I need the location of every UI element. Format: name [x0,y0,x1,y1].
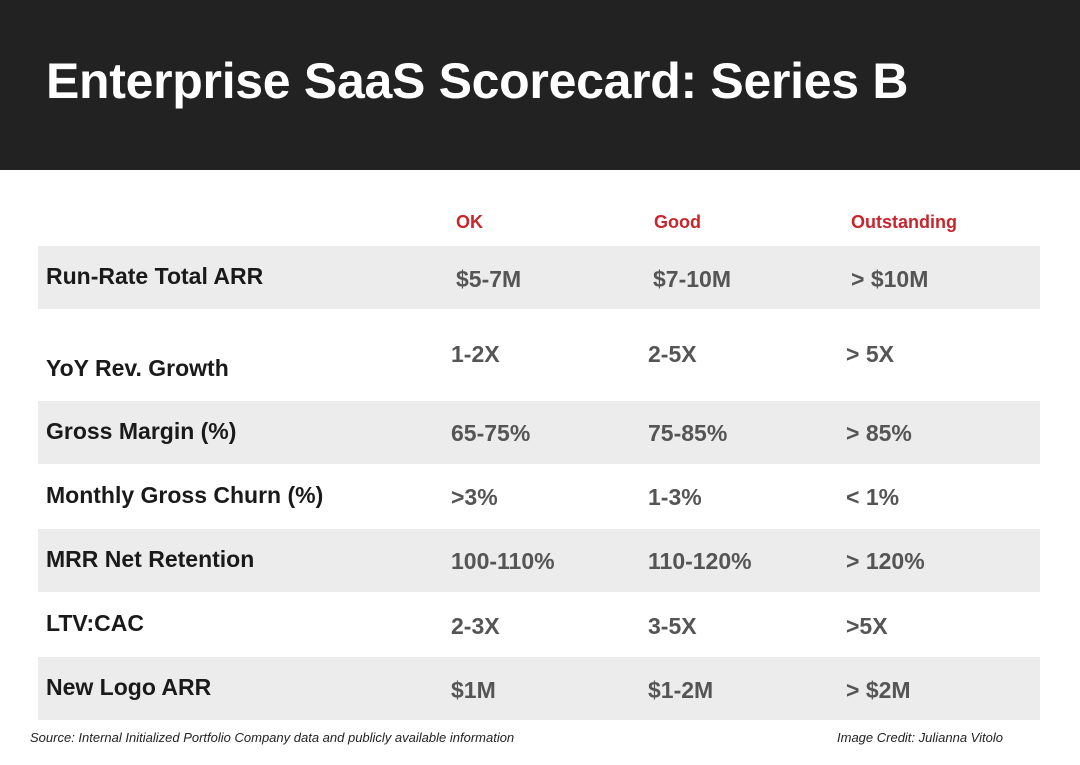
good-value: $1-2M [648,677,714,703]
table-row: YoY Rev. Growth 1-2X 2-5X > 5X [38,322,1040,385]
table-row: MRR Net Retention 100-110% 110-120% > 12… [38,529,1040,592]
outstanding-value: > 85% [846,420,912,446]
table-row: Run-Rate Total ARR $5-7M $7-10M > $10M [38,246,1040,309]
column-header-good: Good [654,212,701,232]
outstanding-value: > $2M [846,677,911,703]
metric-label: Run-Rate Total ARR [46,263,264,289]
ok-value: 100-110% [451,548,555,574]
outstanding-value: > $10M [851,266,929,292]
outstanding-value: >5X [846,613,888,639]
page-title: Enterprise SaaS Scorecard: Series B [46,53,909,109]
table-row: New Logo ARR $1M $1-2M > $2M [38,657,1040,720]
good-value: 3-5X [648,613,697,639]
metric-label: New Logo ARR [46,674,212,700]
good-value: 75-85% [648,420,728,446]
ok-value: 1-2X [451,341,500,367]
outstanding-value: > 5X [846,341,894,367]
good-value: $7-10M [653,266,731,292]
table-row: Monthly Gross Churn (%) >3% 1-3% < 1% [38,465,1040,528]
column-header-ok: OK [456,212,483,232]
source-note: Source: Internal Initialized Portfolio C… [30,730,515,745]
image-credit: Image Credit: Julianna Vitolo [837,730,1003,745]
metric-label: MRR Net Retention [46,546,255,572]
metric-label: Monthly Gross Churn (%) [46,482,324,508]
ok-value: 65-75% [451,420,531,446]
metric-label: Gross Margin (%) [46,418,237,444]
metric-label: LTV:CAC [46,610,144,636]
ok-value: >3% [451,484,498,510]
outstanding-value: > 120% [846,548,925,574]
column-header-outstanding: Outstanding [851,212,957,232]
ok-value: $1M [451,677,496,703]
table-row: LTV:CAC 2-3X 3-5X >5X [38,593,1040,656]
ok-value: $5-7M [456,266,522,292]
good-value: 110-120% [648,548,752,574]
ok-value: 2-3X [451,613,500,639]
good-value: 2-5X [648,341,697,367]
outstanding-value: < 1% [846,484,900,510]
table-row: Gross Margin (%) 65-75% 75-85% > 85% [38,401,1040,464]
title-banner: Enterprise SaaS Scorecard: Series B [0,0,1080,170]
good-value: 1-3% [648,484,702,510]
metric-label: YoY Rev. Growth [46,355,229,381]
